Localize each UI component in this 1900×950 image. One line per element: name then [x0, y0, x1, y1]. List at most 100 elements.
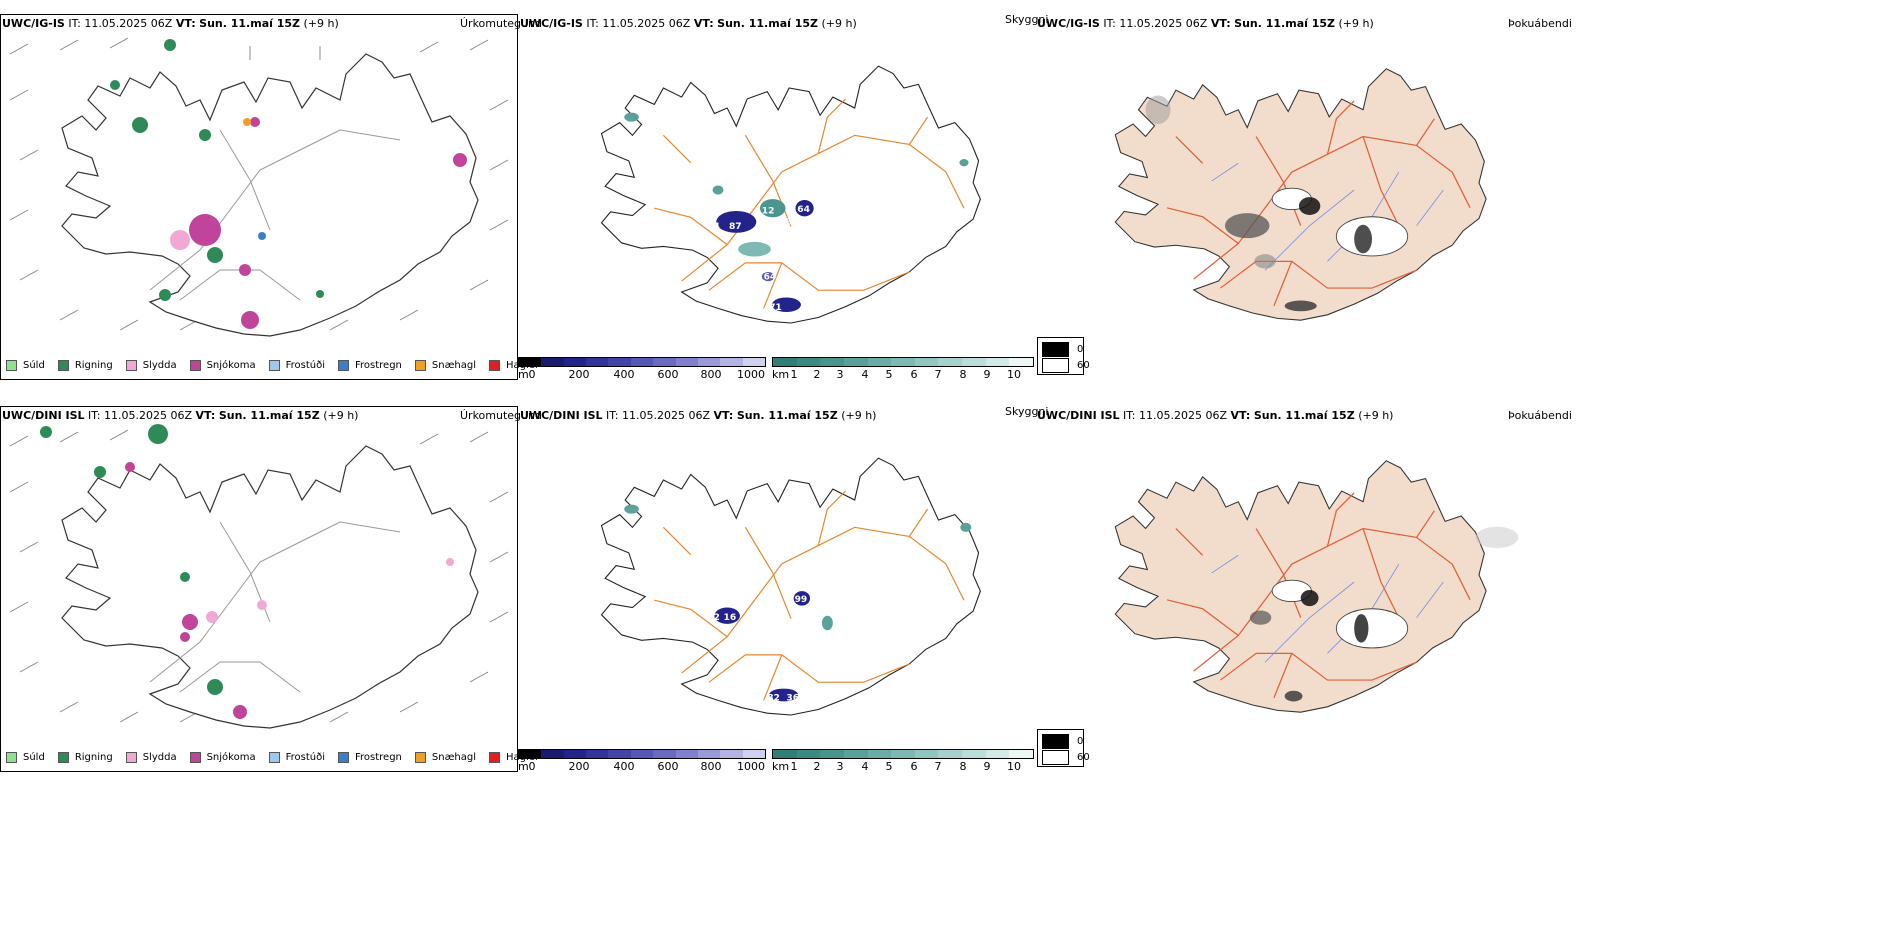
- fog-legend-label: 60: [1077, 360, 1090, 371]
- colorbar-unit: m: [518, 368, 529, 381]
- vis-label: 64: [797, 205, 810, 215]
- colorbar-cells: [518, 357, 766, 367]
- vis-label: 82: [767, 693, 780, 703]
- visibility-m-colorbar-top: m 0 200 400 600 800 1000: [518, 357, 766, 381]
- legend-swatch: [6, 752, 17, 763]
- legend-swatch: [489, 360, 501, 371]
- legend-swatch: [189, 752, 201, 763]
- colorbar-tick: 7: [934, 760, 942, 773]
- legend-swatch: [57, 360, 69, 371]
- precip-map-top: [9, 37, 509, 337]
- legend-item: Súld: [6, 752, 45, 763]
- legend-item: Rigning: [57, 752, 113, 763]
- panel-title: UWC/IG-IS IT: 11.05.2025 06Z VT: Sun. 11…: [520, 17, 857, 30]
- precip-type-legend-top: Súld Rigning Slydda Snjókoma Frostúði Fr…: [6, 360, 551, 371]
- legend-label: Slydda: [142, 360, 177, 371]
- vis-label: 36: [786, 693, 799, 703]
- legend-swatch: [489, 752, 501, 763]
- colorbar-tick: 200: [568, 368, 590, 381]
- vis-label: 16: [724, 613, 737, 623]
- legend-item: Snjókoma: [189, 752, 256, 763]
- legend-label: Snjókoma: [206, 360, 256, 371]
- legend-label: Frostregn: [355, 360, 402, 371]
- fog-swatch: [1042, 750, 1069, 765]
- panel-title: UWC/DINI ISL IT: 11.05.2025 06Z VT: Sun.…: [2, 409, 359, 422]
- legend-item: Slydda: [125, 752, 177, 763]
- fog-legend-row: 60: [1042, 358, 1090, 373]
- legend-label: Rigning: [74, 360, 113, 371]
- legend-swatch: [338, 360, 349, 371]
- panel-title: UWC/IG-IS IT: 11.05.2025 06Z VT: Sun. 11…: [2, 17, 339, 30]
- colorbar-tick: 9: [983, 760, 991, 773]
- legend-swatch: [57, 752, 69, 763]
- colorbar-tick: 9: [983, 368, 991, 381]
- colorbar-tick: 200: [568, 760, 590, 773]
- precip-map-bottom: [9, 424, 509, 729]
- legend-label: Snjókoma: [206, 752, 256, 763]
- colorbar-unit: m: [518, 760, 529, 773]
- fog-legend-label: 0: [1077, 736, 1084, 747]
- legend-swatch: [338, 752, 349, 763]
- legend-label: Frostúði: [285, 752, 325, 763]
- panel-title: UWC/IG-IS IT: 11.05.2025 06Z VT: Sun. 11…: [1037, 17, 1374, 30]
- vis-label: 62: [707, 613, 720, 623]
- legend-swatch: [268, 360, 280, 371]
- fog-swatch: [1042, 358, 1069, 373]
- legend-item: Frostúði: [268, 752, 325, 763]
- colorbar-tick: 8: [959, 760, 967, 773]
- colorbar-tick: 0: [528, 760, 536, 773]
- colorbar-tick: 10: [1007, 760, 1021, 773]
- field-name: Skyggni: [1005, 13, 1049, 26]
- legend-item: Snæhagl: [414, 360, 477, 371]
- legend-item: Snjókoma: [189, 360, 256, 371]
- fog-legend-top: 0 60: [1037, 337, 1090, 375]
- precip-type-legend-bottom: Súld Rigning Slydda Snjókoma Frostúði Fr…: [6, 752, 551, 763]
- field-name: Úrkomutegund: [460, 17, 542, 30]
- fog-swatch: [1042, 342, 1069, 357]
- fog-legend-row: 60: [1042, 750, 1090, 765]
- fog-map-top: [1114, 68, 1487, 321]
- colorbar-tick: 0: [528, 368, 536, 381]
- colorbar-tick: 3: [836, 760, 844, 773]
- fog-legend-row: 0: [1042, 734, 1083, 749]
- colorbar-tick: 7: [934, 368, 942, 381]
- colorbar-tick: 2: [813, 368, 821, 381]
- legend-label: Súld: [23, 752, 45, 763]
- panel-title: UWC/DINI ISL IT: 11.05.2025 06Z VT: Sun.…: [520, 409, 877, 422]
- fog-legend-bottom: 0 60: [1037, 729, 1090, 767]
- field-name: Úrkomutegund: [460, 409, 542, 422]
- colorbar-tick: 400: [613, 368, 635, 381]
- legend-swatch: [268, 752, 280, 763]
- legend-item: Frostregn: [338, 360, 402, 371]
- colorbar-tick: 800: [700, 368, 722, 381]
- field-name: Skyggni: [1005, 405, 1049, 418]
- legend-label: Slydda: [142, 752, 177, 763]
- colorbar-tick: 5: [885, 760, 893, 773]
- legend-label: Snæhagl: [431, 752, 477, 763]
- fog-legend-label: 60: [1077, 752, 1090, 763]
- field-name: Þokuábendi: [1508, 17, 1572, 30]
- precip-type-panel-bottom: [0, 406, 518, 772]
- legend-item: Slydda: [125, 360, 177, 371]
- colorbar-tick: 400: [613, 760, 635, 773]
- visibility-map-top: 64 87 12 64 13 64 71: [600, 65, 981, 324]
- precip-type-panel-top: [0, 14, 518, 380]
- vis-label: 99: [795, 595, 808, 605]
- legend-label: Snæhagl: [431, 360, 477, 371]
- colorbar-tick: 6: [910, 368, 918, 381]
- legend-swatch: [6, 360, 17, 371]
- colorbar-tick: 4: [861, 760, 869, 773]
- vis-label: 64: [764, 272, 777, 282]
- vis-label: 87: [729, 222, 742, 232]
- visibility-km-colorbar-top: km 1 2 3 4 5 6 7 8 9 10: [772, 357, 1034, 381]
- field-name: Þokuábendi: [1508, 409, 1572, 422]
- legend-item: Snæhagl: [414, 752, 477, 763]
- legend-item: Rigning: [57, 360, 113, 371]
- colorbar-tick: 600: [657, 368, 679, 381]
- panel-title: UWC/DINI ISL IT: 11.05.2025 06Z VT: Sun.…: [1037, 409, 1394, 422]
- vis-label: 12: [762, 207, 775, 217]
- colorbar-tick: 2: [813, 760, 821, 773]
- legend-swatch: [125, 360, 137, 371]
- legend-swatch: [414, 360, 426, 371]
- fog-legend-label: 0: [1077, 344, 1084, 355]
